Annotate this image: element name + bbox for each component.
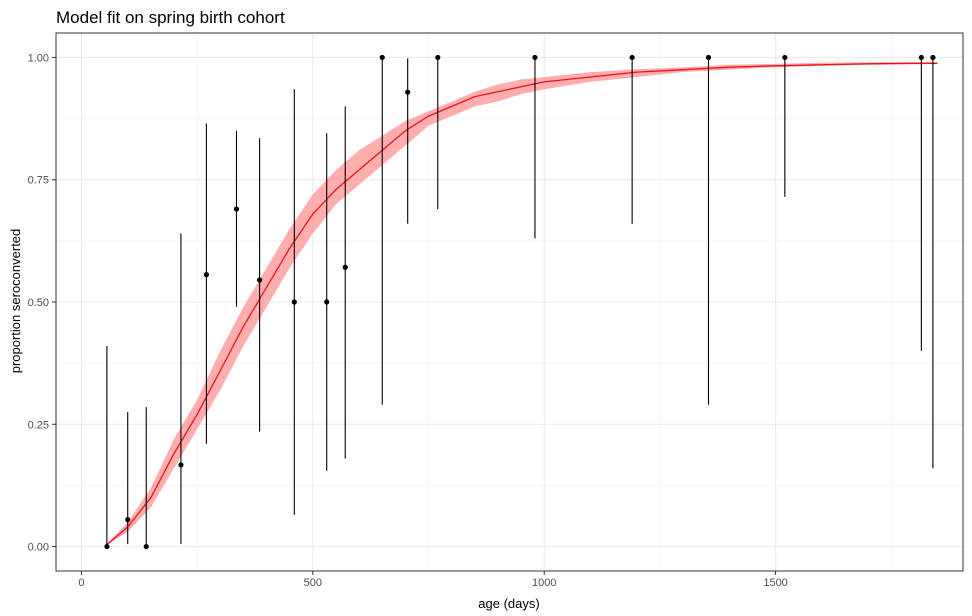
data-point	[104, 543, 110, 550]
data-point	[143, 543, 149, 550]
y-tick-label: 0.75	[28, 175, 49, 187]
data-point	[324, 299, 330, 305]
fit-line	[104, 62, 938, 547]
fit-line-layer	[104, 62, 938, 547]
data-point	[782, 54, 788, 61]
data-point	[435, 54, 441, 61]
data-point	[342, 264, 348, 270]
y-tick-label: 0.50	[28, 297, 49, 309]
data-points-layer	[104, 54, 936, 550]
x-tick-label: 0	[78, 577, 84, 589]
y-axis-title: proportion seroconverted	[8, 229, 23, 374]
y-tick-label: 0.00	[28, 542, 49, 554]
data-point	[405, 89, 411, 95]
data-point	[233, 206, 240, 212]
data-point	[532, 54, 538, 61]
data-point	[178, 462, 184, 468]
confidence-ribbon	[104, 62, 938, 547]
data-point	[125, 517, 131, 523]
data-point	[930, 54, 936, 61]
x-tick-label: 500	[304, 577, 322, 589]
x-axis-ticks: 0 500 1000 1500	[78, 571, 788, 589]
data-point	[203, 272, 209, 278]
y-tick-label: 0.25	[28, 419, 49, 431]
data-point	[291, 299, 297, 305]
data-point	[257, 277, 263, 283]
x-tick-label: 1000	[532, 577, 556, 589]
y-axis-ticks: 0.00 0.25 0.50 0.75 1.00	[28, 52, 56, 554]
confidence-ribbon-layer	[104, 62, 938, 547]
grid-lines	[56, 33, 963, 571]
data-point	[629, 54, 635, 61]
data-point	[705, 54, 712, 61]
x-tick-label: 1500	[763, 577, 787, 589]
data-point	[379, 54, 385, 61]
data-point	[918, 54, 924, 61]
y-tick-label: 1.00	[28, 52, 49, 64]
chart-title: Model fit on spring birth cohort	[56, 8, 285, 27]
x-axis-title: age (days)	[478, 596, 539, 611]
